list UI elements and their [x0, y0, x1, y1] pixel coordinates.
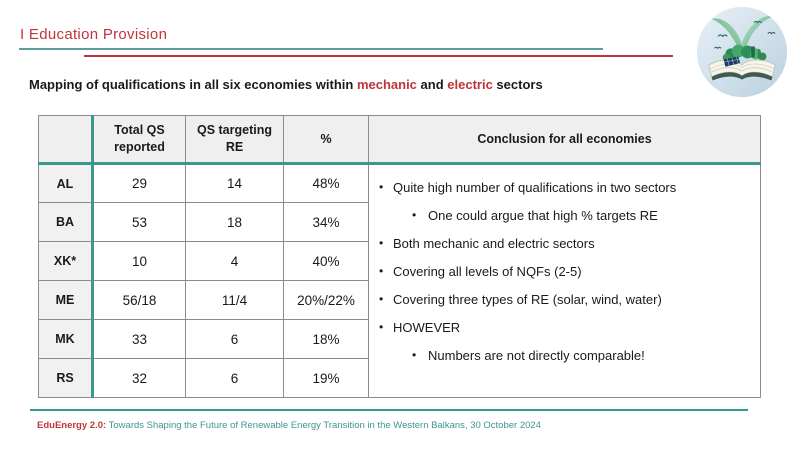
conclusion-sub-bullet: • One could argue that high % targets RE	[412, 207, 754, 224]
qs-targeting-value: 14	[185, 163, 284, 203]
subtitle-accent-mechanic: mechanic	[356, 77, 417, 92]
qs-targeting-value: 6	[185, 358, 284, 398]
table-row: RS 32 6 19%	[38, 358, 761, 398]
footer-text: EduEnergy 2.0: Towards Shaping the Futur…	[37, 420, 541, 431]
economy-label: RS	[38, 358, 94, 398]
total-qs-value: 10	[92, 241, 186, 281]
percent-value: 48%	[283, 163, 369, 203]
conclusion-bullet: • Both mechanic and electric sectors	[379, 235, 754, 252]
page-title: I Education Provision	[20, 26, 168, 43]
total-qs-value: 53	[92, 202, 186, 242]
bullet-text: HOWEVER	[393, 320, 461, 335]
percent-value: 34%	[283, 202, 369, 242]
eduenergy-logo	[696, 6, 788, 98]
bullet-text: Covering all levels of NQFs (2-5)	[393, 264, 582, 279]
footer-tagline: Towards Shaping the Future of Renewable …	[106, 420, 541, 431]
table-header-row: Total QS reported QS targeting RE % Conc…	[38, 115, 761, 165]
bullet-icon: •	[379, 236, 384, 250]
conclusion-bullet: • Quite high number of qualifications in …	[379, 179, 754, 196]
table-row: ME 56/18 11/4 20%/22%	[38, 280, 761, 320]
slide-subtitle: Mapping of qualifications in all six eco…	[29, 77, 543, 92]
bullet-icon: •	[379, 320, 384, 334]
header-economy	[38, 115, 94, 165]
bullet-icon: •	[379, 264, 384, 278]
table-row: AL 29 14 48% • Quite high number of quali…	[38, 163, 761, 398]
economy-label: AL	[38, 163, 94, 203]
qs-targeting-value: 4	[185, 241, 284, 281]
bullet-text: Both mechanic and electric sectors	[393, 236, 595, 251]
total-qs-value: 56/18	[92, 280, 186, 320]
conclusion-bullet: • Covering three types of RE (solar, wind…	[379, 291, 754, 308]
total-qs-value: 32	[92, 358, 186, 398]
economy-label: BA	[38, 202, 94, 242]
title-underline-red	[84, 55, 673, 57]
book-plants-logo-icon	[696, 6, 788, 98]
qs-targeting-value: 11/4	[185, 280, 284, 320]
footer-project-name: EduEnergy 2.0:	[37, 420, 107, 431]
total-qs-value: 29	[92, 163, 186, 203]
conclusion-sub-bullet: • Numbers are not directly comparable!	[412, 347, 754, 364]
bullet-icon: •	[379, 180, 384, 194]
percent-value: 20%/22%	[283, 280, 369, 320]
percent-value: 18%	[283, 319, 369, 359]
title-underline-teal	[19, 48, 603, 50]
table-row: BA 53 18 34%	[38, 202, 761, 242]
conclusion-bullet: • HOWEVER	[379, 319, 754, 336]
subtitle-accent-electric: electric	[447, 77, 493, 92]
economy-label: MK	[38, 319, 94, 359]
qs-targeting-value: 18	[185, 202, 284, 242]
qs-targeting-value: 6	[185, 319, 284, 359]
economy-label: ME	[38, 280, 94, 320]
percent-value: 19%	[283, 358, 369, 398]
total-qs-value: 33	[92, 319, 186, 359]
bullet-text: Covering three types of RE (solar, wind,…	[393, 292, 662, 307]
header-percent: %	[283, 115, 369, 165]
bullet-text: Quite high number of qualifications in t…	[393, 180, 677, 195]
percent-value: 40%	[283, 241, 369, 281]
bullet-icon: •	[379, 292, 384, 306]
header-qs-targeting-re: QS targeting RE	[185, 115, 284, 165]
header-total-qs: Total QS reported	[92, 115, 186, 165]
bullet-text: One could argue that high % targets RE	[428, 208, 658, 223]
table-row: MK 33 6 18%	[38, 319, 761, 359]
bullet-icon: •	[412, 208, 417, 222]
footer-divider	[30, 409, 748, 411]
subtitle-text: Mapping of qualifications in all six eco…	[29, 77, 357, 92]
qualifications-table: Total QS reported QS targeting RE % Conc…	[38, 115, 761, 398]
table-row: XK* 10 4 40%	[38, 241, 761, 281]
bullet-text: Numbers are not directly comparable!	[428, 348, 645, 363]
subtitle-text: sectors	[492, 77, 543, 92]
bullet-icon: •	[412, 348, 417, 362]
conclusion-cell: • Quite high number of qualifications in …	[368, 163, 761, 398]
conclusion-bullet: • Covering all levels of NQFs (2-5)	[379, 263, 754, 280]
economy-label: XK*	[38, 241, 94, 281]
subtitle-text: and	[416, 77, 448, 92]
header-conclusion: Conclusion for all economies	[368, 115, 761, 165]
